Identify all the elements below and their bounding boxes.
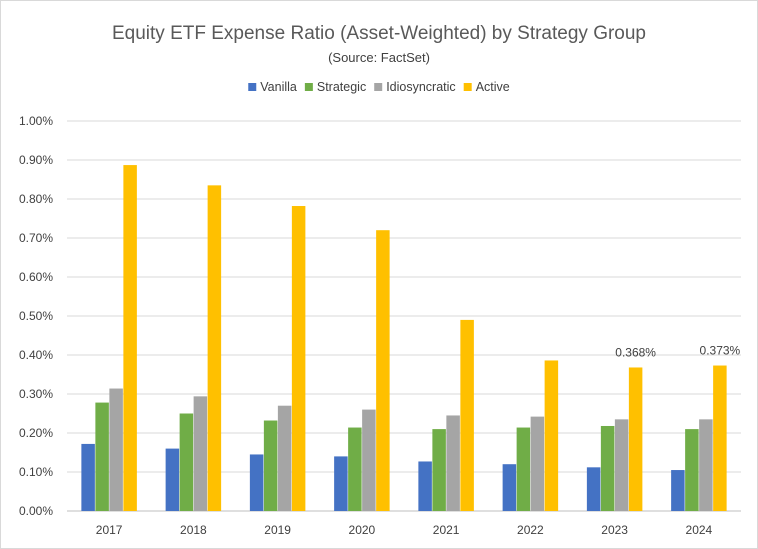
- x-tick-label: 2018: [180, 523, 207, 537]
- y-tick-label: 0.30%: [19, 387, 53, 401]
- legend-label-vanilla: Vanilla: [260, 80, 297, 94]
- x-tick-label: 2021: [433, 523, 460, 537]
- data-labels: 0.368% 0.373%: [615, 344, 740, 360]
- chart-subtitle: (Source: FactSet): [328, 50, 430, 65]
- bars: [81, 165, 727, 511]
- data-label-active-2024: 0.373%: [700, 344, 741, 358]
- bar-idiosyncratic-2020: [362, 409, 376, 511]
- bar-strategic-2022: [516, 427, 531, 511]
- x-tick-label: 2017: [96, 523, 123, 537]
- bar-vanilla-2020: [334, 456, 348, 511]
- x-tick-label: 2019: [264, 523, 291, 537]
- bar-vanilla-2024: [671, 470, 685, 511]
- y-axis: 0.00% 0.10% 0.20% 0.30% 0.40% 0.50% 0.60% 0.70%…: [19, 114, 53, 518]
- y-tick-label: 0.10%: [19, 465, 53, 479]
- bar-idiosyncratic-2021: [446, 415, 460, 511]
- y-tick-label: 0.70%: [19, 231, 53, 245]
- bar-vanilla-2021: [418, 461, 432, 511]
- bar-strategic-2024: [685, 429, 699, 511]
- bar-strategic-2018: [179, 413, 194, 511]
- bar-active-2023: [628, 367, 643, 511]
- bar-active-2017: [123, 165, 137, 511]
- y-tick-label: 0.60%: [19, 270, 53, 284]
- legend-swatch-strategic: [304, 83, 313, 91]
- legend-item-idiosyncratic: Idiosyncratic: [374, 80, 456, 94]
- y-tick-label: 1.00%: [19, 114, 53, 128]
- bar-strategic-2019: [263, 420, 278, 511]
- legend-swatch-idiosyncratic: [374, 83, 383, 91]
- x-tick-label: 2022: [517, 523, 544, 537]
- chart-title: Equity ETF Expense Ratio (Asset-Weighted…: [112, 23, 646, 44]
- bar-strategic-2021: [432, 429, 446, 511]
- bar-active-2020: [376, 230, 390, 511]
- bar-idiosyncratic-2022: [530, 416, 545, 511]
- bar-active-2019: [291, 206, 306, 511]
- bar-vanilla-2019: [249, 454, 264, 511]
- legend-label-strategic: Strategic: [317, 80, 366, 94]
- legend-swatch-active: [463, 83, 472, 91]
- chart-legend: Vanilla Strategic Idiosyncratic Active: [248, 80, 510, 94]
- bar-idiosyncratic-2024: [699, 419, 713, 511]
- bar-active-2022: [544, 360, 559, 511]
- legend-item-active: Active: [463, 80, 510, 94]
- x-axis: 2017 2018 2019 2020 2021 2022 2023 2024: [96, 523, 713, 537]
- bar-strategic-2017: [95, 402, 109, 511]
- bar-active-2024: [713, 365, 727, 511]
- legend-swatch-vanilla: [248, 83, 257, 91]
- bar-active-2021: [460, 319, 474, 511]
- bar-idiosyncratic-2019: [277, 405, 292, 511]
- legend-item-vanilla: Vanilla: [248, 80, 297, 94]
- bar-vanilla-2022: [502, 464, 517, 511]
- x-tick-label: 2020: [349, 523, 376, 537]
- bar-strategic-2020: [348, 427, 362, 511]
- bar-idiosyncratic-2023: [614, 419, 629, 511]
- bar-idiosyncratic-2017: [109, 388, 123, 511]
- y-tick-label: 0.20%: [19, 426, 53, 440]
- legend-item-strategic: Strategic: [304, 80, 366, 94]
- legend-label-idiosyncratic: Idiosyncratic: [386, 80, 455, 94]
- bar-vanilla-2023: [586, 467, 601, 511]
- legend-label-active: Active: [476, 80, 510, 94]
- x-tick-label: 2023: [601, 523, 628, 537]
- bar-active-2018: [207, 185, 222, 511]
- y-tick-label: 0.00%: [19, 504, 53, 518]
- y-tick-label: 0.50%: [19, 309, 53, 323]
- y-tick-label: 0.90%: [19, 153, 53, 167]
- bar-vanilla-2017: [81, 443, 95, 511]
- y-tick-label: 0.40%: [19, 348, 53, 362]
- x-tick-label: 2024: [686, 523, 713, 537]
- bar-vanilla-2018: [165, 448, 180, 511]
- bar-strategic-2023: [600, 425, 615, 511]
- bar-idiosyncratic-2018: [193, 396, 208, 511]
- y-tick-label: 0.80%: [19, 192, 53, 206]
- gridlines: [67, 120, 741, 512]
- data-label-active-2023: 0.368%: [615, 345, 656, 359]
